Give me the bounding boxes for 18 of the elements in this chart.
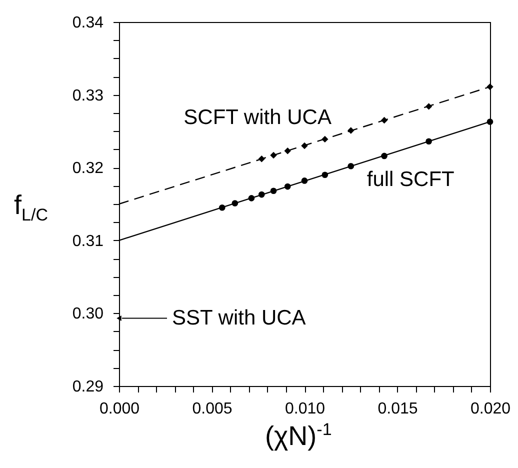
x-tick-label: 0.005 [192, 400, 232, 418]
x-tick-label: 0.000 [99, 400, 140, 418]
point [486, 83, 494, 90]
series-label: SCFT with UCA [184, 106, 332, 129]
point [116, 316, 122, 322]
y-tick-label: 0.31 [72, 232, 104, 250]
x-tick-label: 0.015 [378, 400, 418, 418]
y-axis-title: f$_{L/C}$ [14, 190, 48, 226]
y-tick-label: 0.33 [72, 87, 104, 104]
y-tick-label: 0.30 [72, 306, 104, 323]
y-tick-label: 0.29 [72, 378, 104, 396]
y-tick-label: 0.34 [72, 14, 104, 32]
series-label: full SCFT [366, 168, 455, 192]
legend-label: SST with UCA [172, 306, 306, 330]
x-axis-title: (χN)$^{-1}$ [265, 420, 332, 452]
x-tick-label: 0.010 [284, 400, 326, 418]
x-tick-label: 0.020 [470, 400, 511, 418]
y-tick-label: 0.32 [72, 160, 104, 178]
